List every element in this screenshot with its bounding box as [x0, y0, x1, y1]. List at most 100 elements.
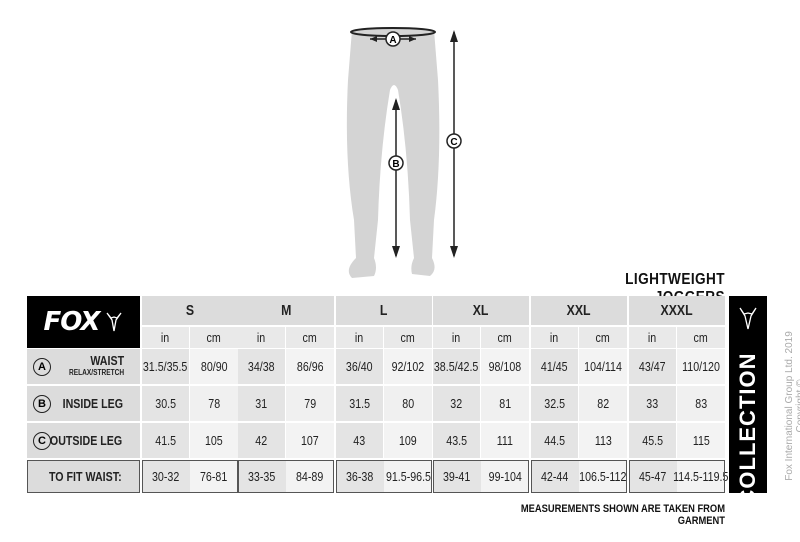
table-cell-text: 33 [646, 396, 659, 411]
marker-circle-icon: B [33, 395, 51, 413]
unit-header-cm-text: cm [400, 330, 416, 345]
fit-cell-text: 42-44 [541, 469, 569, 484]
fit-size-border [531, 460, 627, 493]
unit-header-cm-text: cm [302, 330, 318, 345]
table-cell: 30.5 [142, 386, 189, 421]
fit-cell-text: 39-41 [443, 469, 471, 484]
size-header-text: XL [473, 302, 489, 319]
table-cell: 43 [336, 423, 383, 458]
fit-cell: 99-104 [481, 460, 529, 493]
table-cell: 43/47 [629, 349, 676, 384]
unit-header-cm: cm [190, 327, 238, 348]
table-cell: 33 [629, 386, 676, 421]
table-cell: 109 [384, 423, 432, 458]
table-cell-text: 31.5/35.5 [143, 359, 188, 374]
table-cell-text: 105 [205, 433, 223, 448]
table-cell: 38.5/42.5 [433, 349, 480, 384]
unit-header-in: in [238, 327, 285, 348]
fit-cell: 84-89 [286, 460, 334, 493]
fit-cell: 36-38 [336, 460, 384, 493]
brand-text: FOX [43, 307, 101, 337]
fit-size-border [336, 460, 432, 493]
table-cell-text: 111 [496, 433, 514, 448]
unit-header-in-text: in [648, 330, 657, 345]
fit-cell-text: 106.5-112 [579, 469, 627, 484]
row-label-text: WAIST RELAX/STRETCH [69, 354, 124, 379]
fit-label-border [27, 460, 140, 493]
table-cell: 98/108 [481, 349, 529, 384]
unit-header-in-text: in [550, 330, 559, 345]
table-cell-text: 43.5 [446, 433, 467, 448]
unit-header-cm: cm [384, 327, 432, 348]
unit-header-in-text: in [355, 330, 364, 345]
table-cell-text: 110/120 [682, 359, 720, 374]
table-cell: 113 [579, 423, 627, 458]
unit-header-cm: cm [677, 327, 725, 348]
table-cell: 42 [238, 423, 285, 458]
table-cell-text: 32 [450, 396, 463, 411]
fit-cell: 91.5-96.5 [384, 460, 432, 493]
size-header: XL [433, 296, 529, 325]
table-cell-text: 44.5 [544, 433, 565, 448]
marker-a: A [389, 35, 396, 46]
table-cell-text: 42 [255, 433, 268, 448]
size-header: M [238, 296, 334, 325]
table-cell-text: 31 [255, 396, 268, 411]
row-label-text: INSIDE LEG [62, 396, 124, 411]
copyright-text: Fox International Group Ltd. 2019 Copyri… [784, 331, 800, 481]
fit-cell-text: 114.5-119.5 [673, 469, 729, 484]
table-cell-text: 109 [399, 433, 417, 448]
fit-size-border [238, 460, 334, 493]
table-cell: 80/90 [190, 349, 238, 384]
table-cell-text: 79 [304, 396, 316, 411]
unit-header-in-text: in [452, 330, 461, 345]
table-cell: 31.5 [336, 386, 383, 421]
fit-cell-text: 45-47 [639, 469, 667, 484]
table-cell-text: 31.5 [349, 396, 370, 411]
table-cell-text: 83 [695, 396, 707, 411]
table-cell: 41/45 [531, 349, 578, 384]
table-cell-text: 80 [402, 396, 414, 411]
fit-cell-text: 84-89 [296, 469, 324, 484]
fit-cell: 33-35 [238, 460, 286, 493]
fit-cell: 114.5-119.5 [673, 460, 729, 493]
marker-circle-icon: A [33, 358, 51, 376]
fit-cell: 106.5-112 [579, 460, 627, 493]
table-cell: 79 [286, 386, 334, 421]
table-cell: 78 [190, 386, 238, 421]
marker-b: B [392, 159, 399, 170]
table-cell-text: 41/45 [541, 359, 568, 374]
table-cell: 82 [579, 386, 627, 421]
unit-header-cm-text: cm [595, 330, 611, 345]
collection-text: COLLECTION [735, 352, 760, 506]
fit-cell-text: 99-104 [488, 469, 522, 484]
fox-head-icon [739, 307, 757, 330]
collection-banner: COLLECTION [729, 296, 767, 506]
marker-circle-icon: C [33, 432, 51, 450]
size-header: XXL [531, 296, 627, 325]
measurement-note: MEASUREMENTS SHOWN ARE TAKEN FROM GARMEN… [520, 503, 725, 527]
size-header-text: L [380, 302, 388, 319]
table-cell-text: 107 [301, 433, 319, 448]
unit-header-in: in [531, 327, 578, 348]
fit-cell: 42-44 [531, 460, 579, 493]
table-cell: 41.5 [142, 423, 189, 458]
unit-header-cm: cm [579, 327, 627, 348]
table-cell-text: 78 [208, 396, 220, 411]
fit-cell-text: 76-81 [200, 469, 228, 484]
size-header: L [336, 296, 432, 325]
table-cell: 80 [384, 386, 432, 421]
unit-header-cm-text: cm [693, 330, 709, 345]
table-cell-text: 38.5/42.5 [434, 359, 479, 374]
table-cell-text: 115 [692, 433, 710, 448]
size-header: XXXL [629, 296, 725, 325]
table-cell-text: 92/102 [391, 359, 425, 374]
row-label-text: OUTSIDE LEG [49, 433, 123, 448]
fit-cell: 30-32 [142, 460, 190, 493]
table-cell-text: 41.5 [155, 433, 176, 448]
table-cell-text: 82 [597, 396, 609, 411]
unit-header-in: in [336, 327, 383, 348]
table-cell: 31 [238, 386, 285, 421]
fox-head-icon [106, 312, 123, 332]
table-cell-text: 104/114 [584, 359, 622, 374]
